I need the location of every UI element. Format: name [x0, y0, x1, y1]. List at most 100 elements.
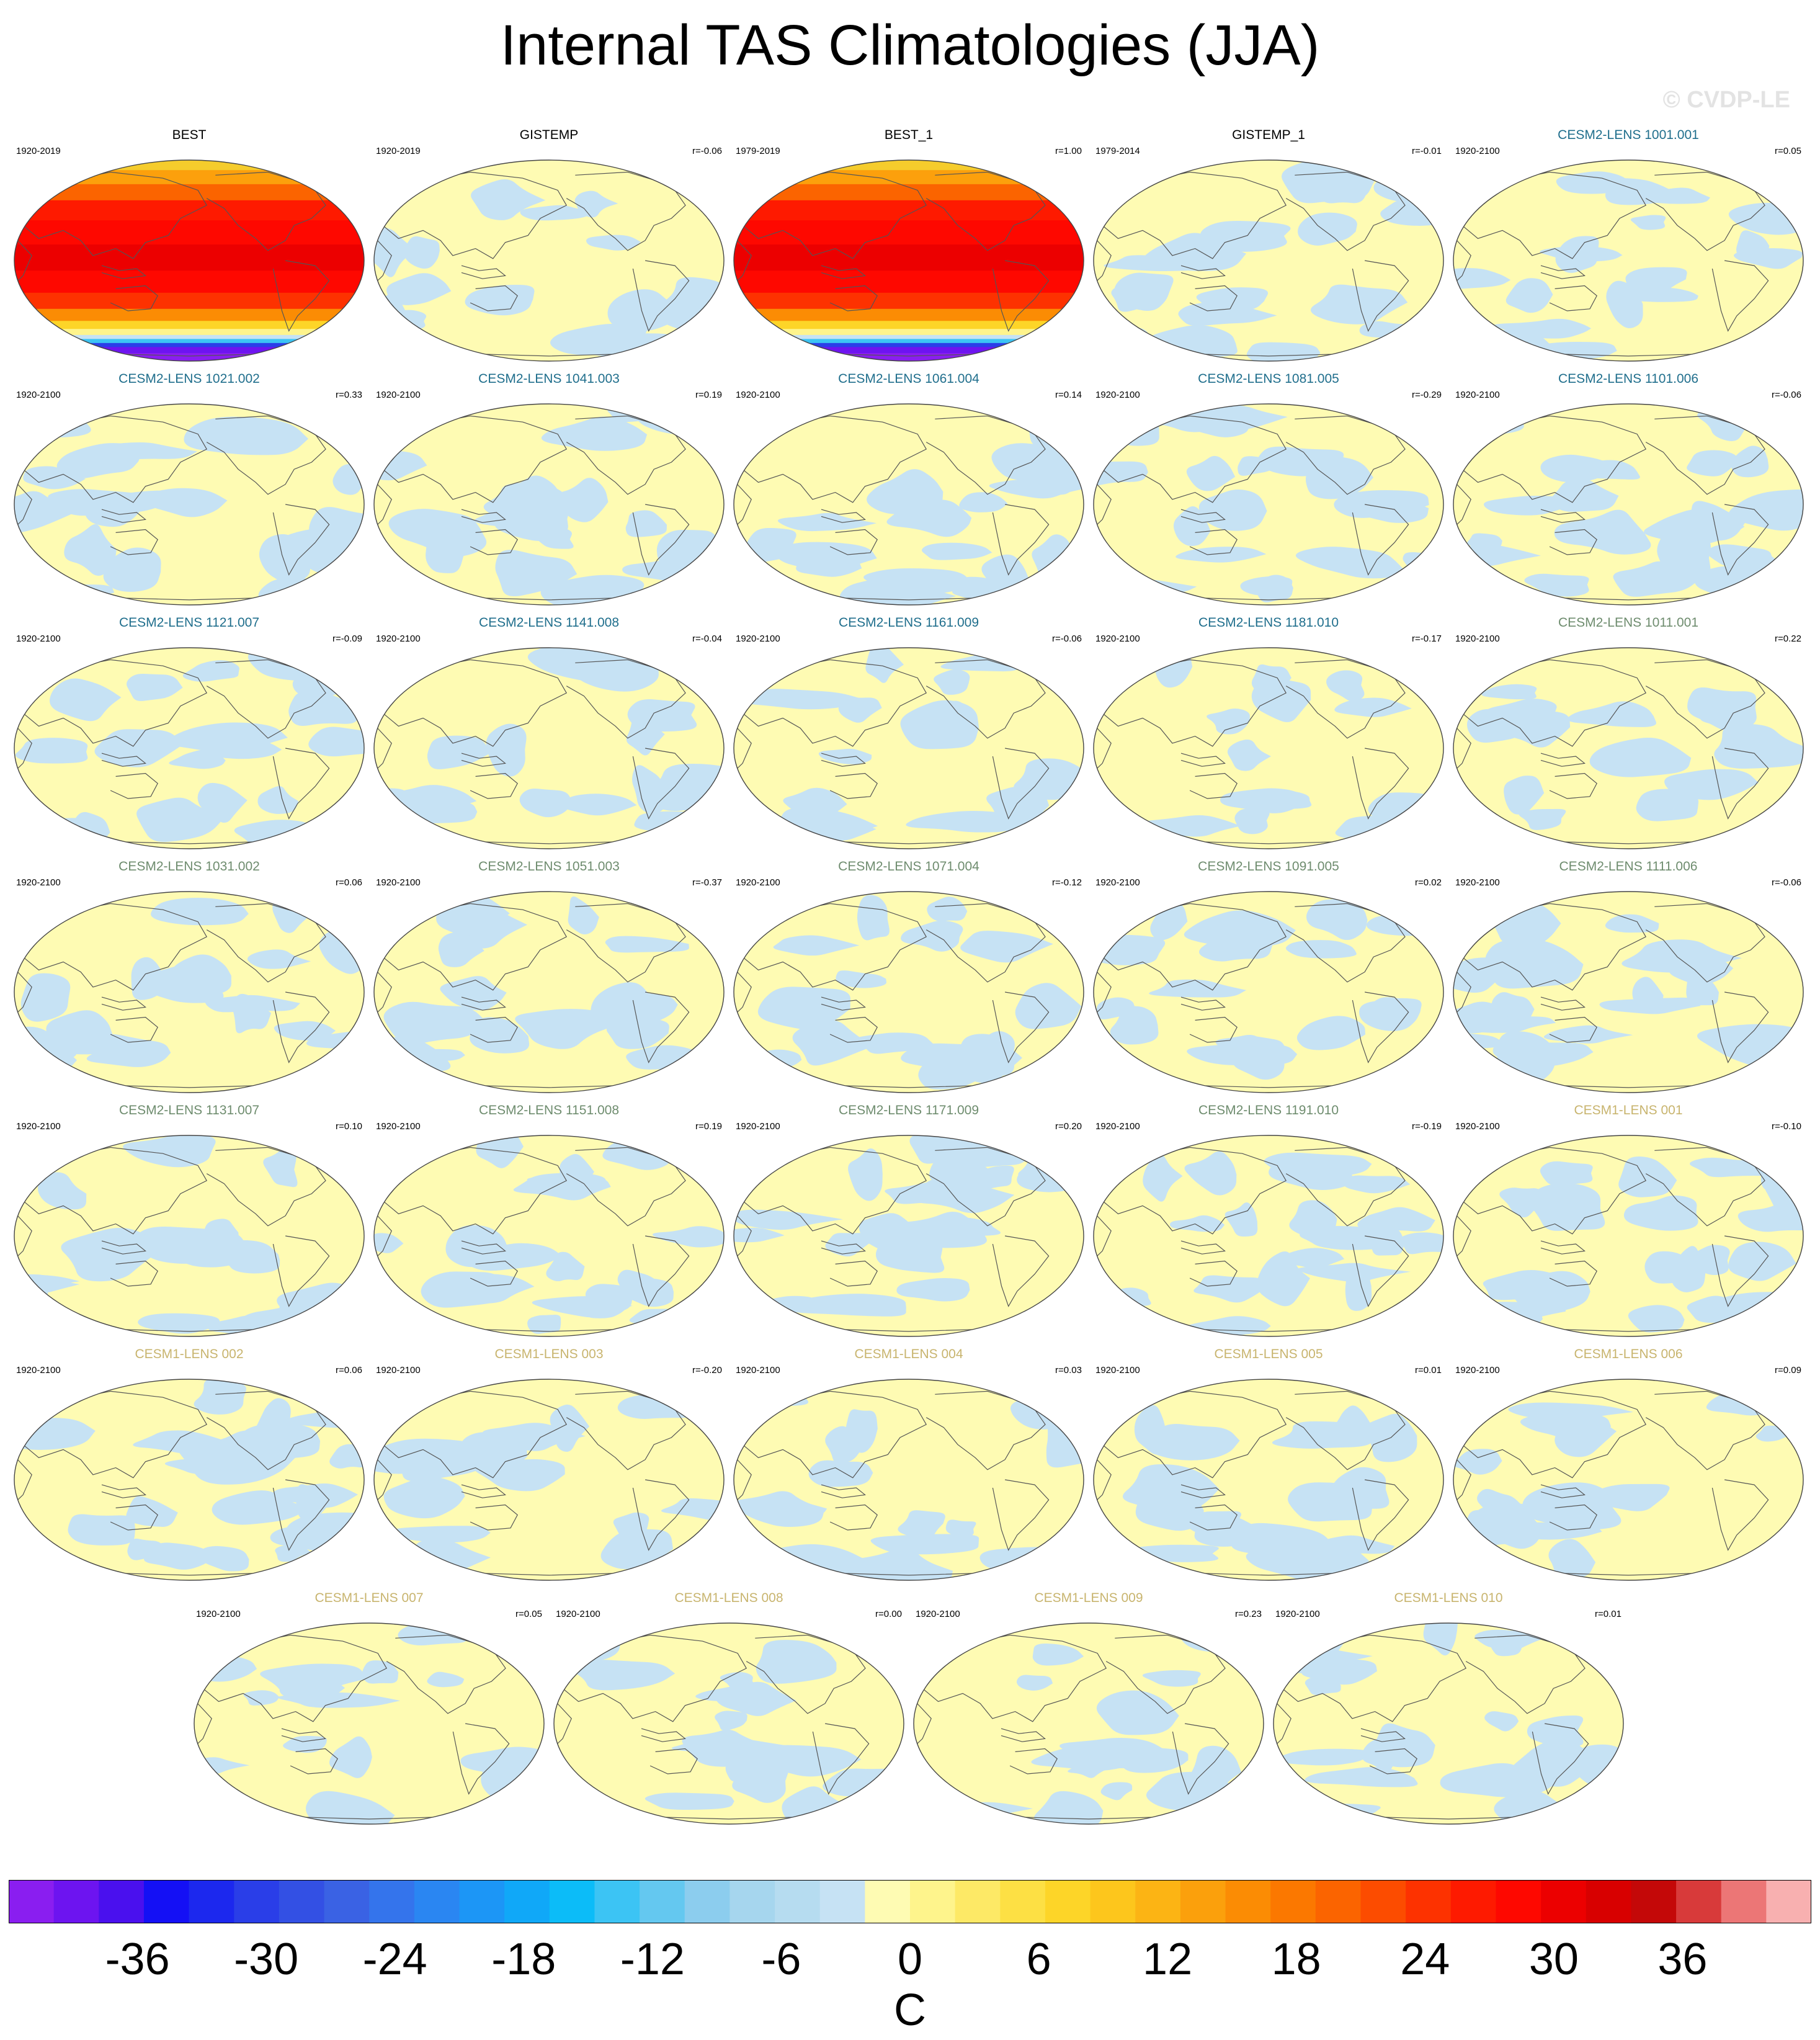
anomaly-cool-patch: [1296, 1016, 1365, 1050]
robinson-map: [1453, 891, 1804, 1093]
colorbar-swatch: [1586, 1880, 1631, 1923]
panel-years: 1920-2100: [736, 877, 780, 888]
anomaly-cool-patch: [513, 1173, 611, 1201]
anomaly-cool-patch: [870, 1534, 979, 1555]
panel-years: 1920-2100: [1455, 146, 1500, 156]
coastline: [461, 1240, 506, 1255]
anomaly-cool-patch: [734, 1227, 785, 1243]
coastline: [1031, 899, 1063, 923]
robinson-map: [1093, 403, 1444, 606]
coastline: [101, 753, 146, 767]
coastline: [17, 415, 208, 503]
anomaly-cool-patch: [182, 660, 239, 682]
temperature-band: [734, 353, 1084, 361]
coastline: [1532, 1723, 1589, 1795]
anomaly-cool-patch: [1149, 979, 1246, 998]
coastline: [461, 753, 506, 767]
anomaly-cool-patch: [1568, 460, 1640, 480]
anomaly-cool-patch: [1506, 278, 1553, 313]
coastline: [1456, 415, 1647, 503]
robinson-map: [1453, 403, 1804, 606]
anomaly-cool-patch: [197, 1546, 249, 1572]
panel-title: CESM2-LENS 1141.008: [478, 615, 620, 630]
anomaly-cool-patch: [263, 1147, 298, 1188]
coastline: [671, 899, 703, 923]
anomaly-cool-patch: [486, 723, 527, 777]
anomaly-cool-patch: [1142, 1670, 1201, 1687]
anomaly-cool-patch: [1356, 493, 1429, 523]
anomaly-cool-patch: [1122, 1464, 1220, 1516]
coastline: [641, 1728, 686, 1742]
map-panel: CESM2-LENS 1031.002 1920-2100 r=0.06: [12, 859, 366, 1094]
coastline: [197, 1703, 212, 1744]
panel-years: 1920-2100: [1095, 390, 1140, 400]
map-border: [733, 403, 1084, 606]
panel-title: CESM1-LENS 003: [494, 1347, 604, 1361]
anomaly-cool-patch: [937, 700, 969, 738]
coastline: [101, 509, 146, 523]
coastline: [737, 1147, 927, 1235]
anomaly-cool-patch: [642, 583, 724, 600]
map-border: [1453, 403, 1804, 606]
coastline: [1456, 659, 1647, 747]
coastline: [821, 265, 866, 279]
robinson-map: [373, 891, 725, 1093]
anomaly-cool-patch: [959, 492, 1008, 512]
map-border: [373, 1135, 725, 1337]
map-border: [1093, 1379, 1444, 1581]
anomaly-cool-patch: [1706, 544, 1780, 568]
robinson-map: [733, 1135, 1084, 1337]
anomaly-cool-patch: [945, 1519, 976, 1537]
map-field: [14, 1135, 364, 1336]
anomaly-cool-patch: [426, 526, 465, 573]
anomaly-cool-patch: [906, 810, 1009, 833]
anomaly-cool-patch: [194, 1379, 246, 1415]
anomaly-cool-patch: [1370, 997, 1411, 1022]
map-border: [1453, 891, 1804, 1093]
anomaly-cool-patch: [837, 1547, 953, 1580]
coastline: [917, 1703, 932, 1744]
map-panel: CESM2-LENS 1181.010 1920-2100 r=-0.17: [1092, 615, 1445, 851]
temperature-band: [734, 200, 1084, 221]
coastline: [1540, 753, 1586, 767]
coastline: [17, 728, 32, 769]
anomaly-cool-patch: [275, 1545, 311, 1562]
coastline: [290, 1748, 338, 1774]
coastline: [1549, 1260, 1597, 1287]
robinson-map: [1453, 1379, 1804, 1581]
panel-title: BEST_1: [884, 128, 934, 142]
anomaly-cool-patch: [332, 463, 364, 495]
anomaly-cool-patch: [123, 1135, 216, 1168]
anomaly-cool-patch: [1104, 255, 1222, 271]
robinson-map: [733, 891, 1084, 1093]
robinson-map: [1093, 1379, 1444, 1581]
panel-title: CESM1-LENS 009: [1034, 1591, 1143, 1605]
anomaly-cool-patch: [329, 1736, 372, 1778]
coastline: [272, 1235, 330, 1307]
anomaly-cool-patch: [374, 892, 448, 910]
anomaly-cool-patch: [1099, 412, 1159, 446]
coastline: [17, 903, 208, 991]
anomaly-cool-patch: [585, 1299, 631, 1318]
coastline: [1456, 903, 1647, 991]
map-panel: CESM2-LENS 1061.004 1920-2100 r=0.14: [732, 371, 1086, 607]
anomaly-cool-patch: [921, 542, 993, 560]
anomaly-cool-patch: [1016, 1675, 1053, 1691]
robinson-map: [373, 1135, 725, 1337]
colorbar-tick-label: 0: [897, 1935, 923, 1984]
panel-years: 1920-2100: [16, 1121, 61, 1132]
anomaly-cool-patch: [204, 1219, 239, 1245]
anomaly-cool-patch: [1300, 1226, 1397, 1250]
coastline: [1456, 240, 1471, 281]
temperature-band: [734, 308, 1084, 322]
panel-title: CESM2-LENS 1191.010: [1198, 1103, 1339, 1117]
panel-title: CESM2-LENS 1091.005: [1198, 859, 1339, 874]
map-field: [374, 1135, 724, 1336]
map-field: [1274, 1623, 1623, 1824]
map-panel: CESM2-LENS 1001.001 1920-2100 r=0.05: [1452, 127, 1805, 363]
anomaly-cool-patch: [563, 794, 637, 816]
panel-title: CESM2-LENS 1031.002: [118, 859, 260, 874]
map-border: [1453, 159, 1804, 362]
coastline: [461, 509, 506, 523]
greenland-cold-spot: [1030, 168, 1053, 183]
